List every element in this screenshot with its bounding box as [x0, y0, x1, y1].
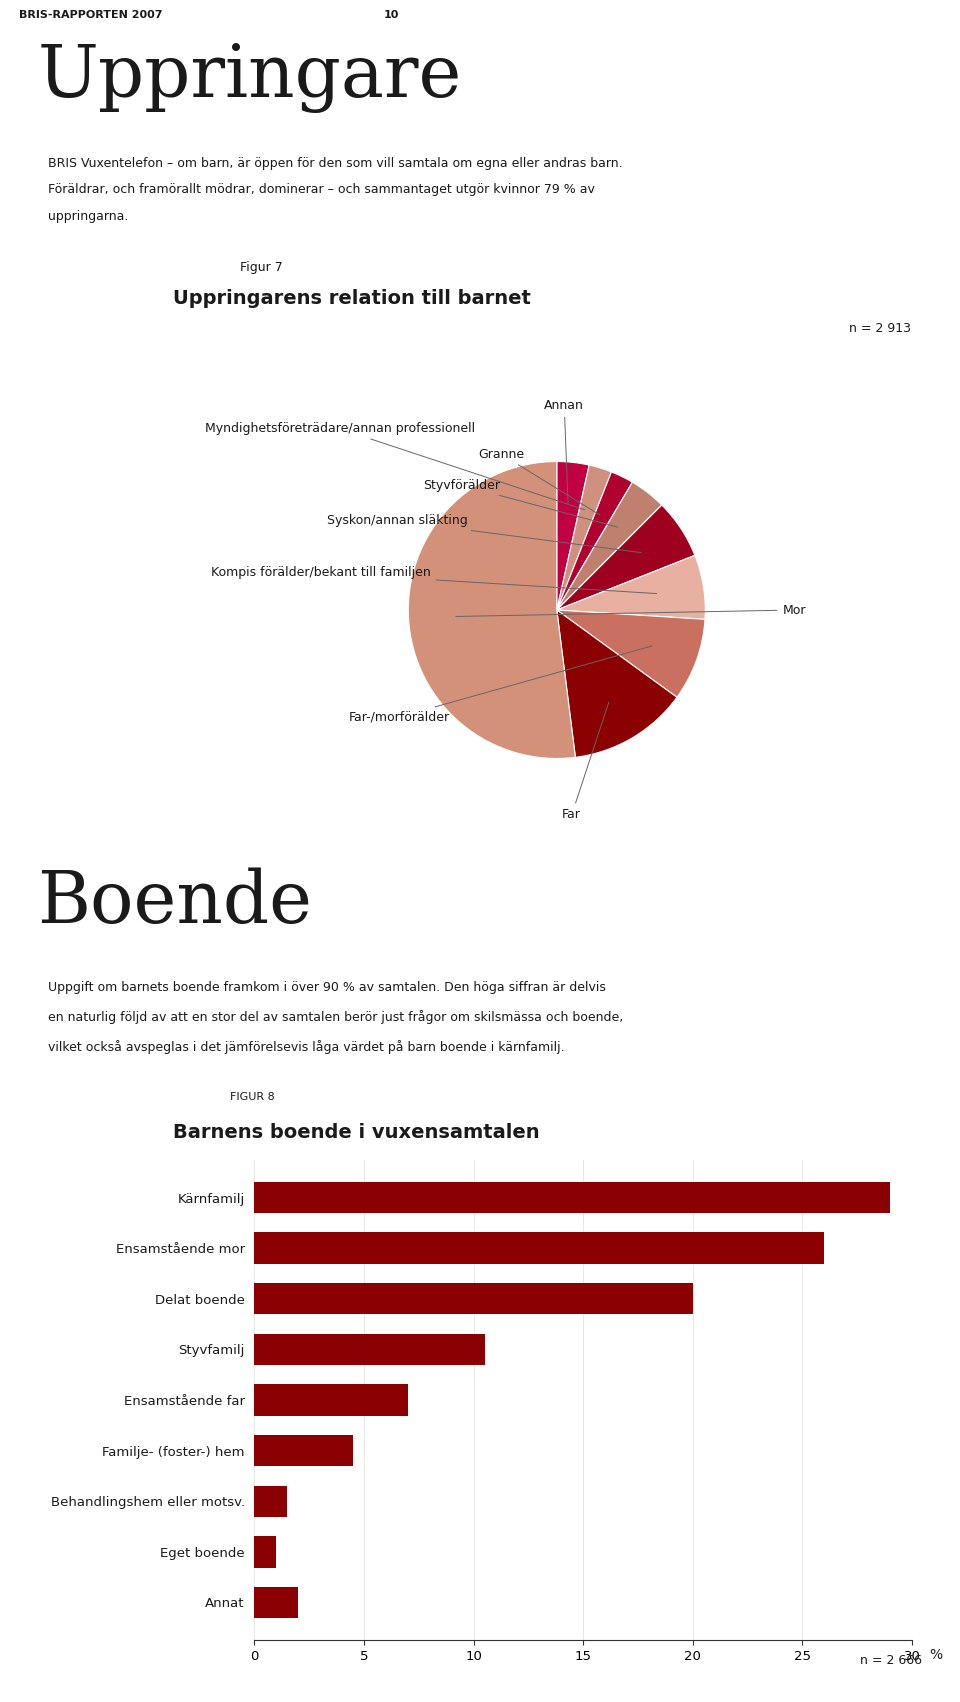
Bar — [254, 1232, 825, 1265]
Text: Styvförälder: Styvförälder — [423, 478, 618, 528]
Text: Uppringare: Uppringare — [37, 43, 462, 112]
Text: Far: Far — [563, 703, 609, 822]
Text: n = 2 913: n = 2 913 — [849, 322, 911, 335]
Text: FIGUR 8: FIGUR 8 — [230, 1093, 276, 1101]
Text: BRIS-RAPPORTEN 2007: BRIS-RAPPORTEN 2007 — [19, 10, 162, 20]
Text: vilket också avspeglas i det jämförelsevis låga värdet på barn boende i kärnfami: vilket också avspeglas i det jämförelsev… — [48, 1040, 564, 1054]
Bar — [254, 1435, 353, 1467]
Text: Syskon/annan släkting: Syskon/annan släkting — [327, 514, 641, 553]
Text: Annan: Annan — [544, 398, 585, 504]
Bar — [254, 1586, 299, 1619]
Bar — [254, 1334, 485, 1365]
Text: en naturlig följd av att en stor del av samtalen berör just frågor om skilsmässa: en naturlig följd av att en stor del av … — [48, 1011, 623, 1025]
Wedge shape — [557, 471, 633, 609]
Bar — [254, 1181, 890, 1214]
Wedge shape — [557, 609, 677, 757]
Text: Kompis förälder/bekant till familjen: Kompis förälder/bekant till familjen — [211, 567, 657, 594]
Text: Boende: Boende — [37, 866, 312, 938]
Text: Barnens boende i vuxensamtalen: Barnens boende i vuxensamtalen — [173, 1123, 540, 1142]
Wedge shape — [408, 461, 575, 759]
Text: Föräldrar, och framörallt mödrar, dominerar – och sammantaget utgör kvinnor 79 %: Föräldrar, och framörallt mödrar, domine… — [48, 184, 595, 196]
Text: Figur 7: Figur 7 — [240, 260, 283, 274]
Wedge shape — [557, 555, 706, 620]
Bar — [254, 1486, 287, 1516]
Wedge shape — [557, 465, 612, 609]
Wedge shape — [557, 609, 705, 698]
Wedge shape — [557, 482, 661, 609]
Text: Mor: Mor — [456, 604, 806, 616]
Text: %: % — [929, 1648, 943, 1663]
Text: Myndighetsföreträdare/annan professionell: Myndighetsföreträdare/annan professionel… — [205, 422, 585, 511]
Text: Granne: Granne — [478, 448, 600, 516]
Wedge shape — [557, 461, 589, 609]
Bar — [254, 1283, 693, 1314]
Text: n = 2 666: n = 2 666 — [859, 1654, 922, 1666]
Text: uppringarna.: uppringarna. — [48, 209, 129, 223]
Bar — [254, 1384, 408, 1416]
Text: Uppringarens relation till barnet: Uppringarens relation till barnet — [173, 289, 531, 308]
Text: BRIS Vuxentelefon – om barn, är öppen för den som vill samtala om egna eller and: BRIS Vuxentelefon – om barn, är öppen fö… — [48, 157, 623, 170]
Text: Uppgift om barnets boende framkom i över 90 % av samtalen. Den höga siffran är d: Uppgift om barnets boende framkom i över… — [48, 980, 606, 994]
Text: Far-/morförälder: Far-/morförälder — [348, 647, 652, 723]
Text: 10: 10 — [384, 10, 399, 20]
Bar — [254, 1537, 276, 1568]
Wedge shape — [557, 505, 695, 609]
